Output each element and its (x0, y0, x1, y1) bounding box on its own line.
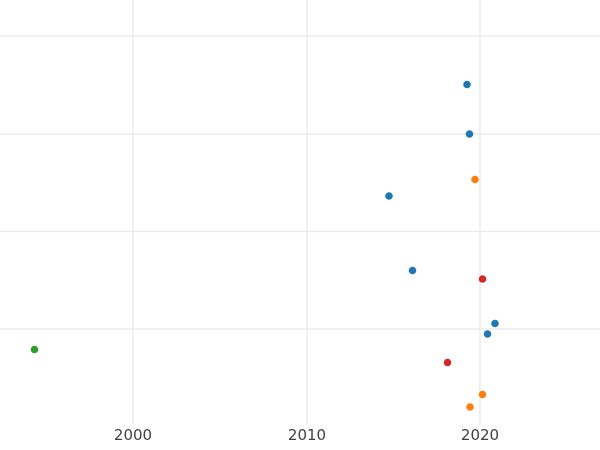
x-tick-label-2020: 2020 (460, 426, 500, 444)
scatter-point-blue (465, 130, 474, 138)
scatter-point-orange (471, 175, 479, 184)
scatter-point-blue (408, 266, 417, 275)
scatter-point-green (30, 345, 39, 354)
scatter-point-orange (478, 390, 487, 399)
scatter-point-blue (463, 80, 471, 89)
scatter-point-blue (491, 319, 499, 328)
scatter-point-orange (466, 403, 474, 411)
scatter-point-red (478, 275, 487, 283)
x-tick-label-2010: 2010 (287, 426, 327, 444)
scatter-point-blue (483, 330, 492, 338)
x-tick-label-2000: 2000 (113, 426, 153, 444)
scatter-point-red (443, 358, 452, 367)
scatter-point-blue (385, 192, 393, 200)
